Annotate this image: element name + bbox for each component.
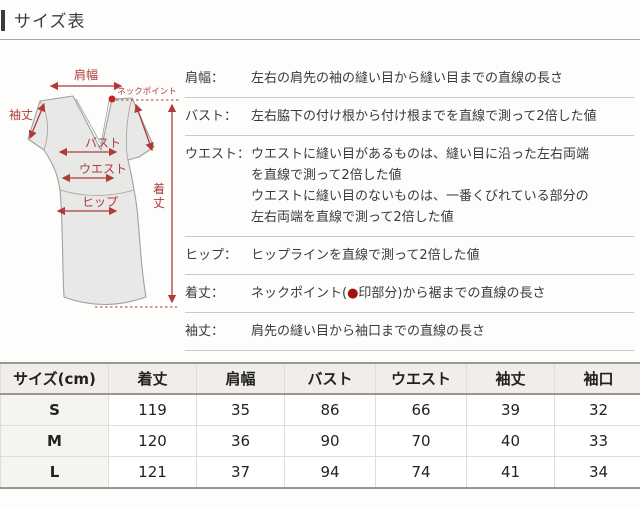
definition-term: ウエスト： — [185, 147, 251, 162]
size-value-cell: 36 — [196, 425, 285, 457]
size-table-header-cell: ウエスト — [375, 363, 467, 395]
size-row-m: M 120 36 90 70 40 33 — [0, 425, 640, 457]
size-value-cell: 74 — [375, 456, 467, 488]
size-value-cell: 41 — [466, 456, 555, 488]
right-sleeve-seam — [125, 97, 133, 161]
waist-seam — [59, 189, 135, 196]
dress-measurement-diagram: 肩幅 ネックポイント 袖丈 バスト ウエスト ヒップ 着 丈 — [0, 40, 185, 360]
size-label-cell: M — [0, 425, 109, 457]
size-value-cell: 94 — [284, 456, 376, 488]
size-row-l: L 121 37 94 74 41 34 — [0, 456, 640, 488]
size-value-cell: 121 — [108, 456, 197, 488]
definition-description: ヒップラインを直線で測って2倍した値 — [251, 248, 480, 263]
size-value-cell: 40 — [466, 425, 555, 457]
measurement-definitions: 肩幅： 左右の肩先の袖の縫い目から縫い目までの直線の長さ バスト： 左右脇下の付… — [185, 40, 640, 360]
size-row-s: S 119 35 86 66 39 32 — [0, 394, 640, 426]
definition-term: バスト： — [185, 109, 238, 124]
definition-bust: バスト： 左右脇下の付け根から付け根までを直線で測って2倍した値 — [185, 98, 634, 136]
sleeve-length-label: 袖丈 — [9, 107, 33, 122]
size-table-header-cell: 袖口 — [554, 363, 640, 395]
red-dot-mark: ● — [347, 286, 359, 301]
size-value-cell: 34 — [554, 456, 640, 488]
main-content: 肩幅 ネックポイント 袖丈 バスト ウエスト ヒップ 着 丈 肩幅： 左右の肩先… — [0, 40, 640, 360]
size-value-cell: 90 — [284, 425, 376, 457]
definition-hip: ヒップ： ヒップラインを直線で測って2倍した値 — [185, 237, 634, 275]
size-value-cell: 119 — [108, 394, 197, 426]
size-table-header-cell: サイズ(cm) — [0, 363, 109, 395]
size-table-header-row: サイズ(cm) 着丈 肩幅 バスト ウエスト 袖丈 袖口 — [0, 363, 640, 395]
size-table-header-cell: 着丈 — [108, 363, 197, 395]
waist-label: ウエスト — [79, 162, 127, 176]
neck-point-dot — [108, 95, 116, 103]
definition-description: ネックポイント(●印部分)から裾までの直線の長さ — [251, 283, 634, 304]
definition-description: 左右脇下の付け根から付け根までを直線で測って2倍した値 — [251, 109, 597, 124]
size-value-cell: 120 — [108, 425, 197, 457]
neck-point-label: ネックポイント — [117, 87, 177, 97]
definition-shoulder-width: 肩幅： 左右の肩先の袖の縫い目から縫い目までの直線の長さ — [185, 60, 634, 98]
title-accent-bar — [1, 10, 5, 31]
size-value-cell: 66 — [375, 394, 467, 426]
hip-label: ヒップ — [82, 195, 118, 209]
definition-term: ヒップ： — [185, 248, 238, 263]
definition-description-line: 左右両端を直線で測って2倍した値 — [251, 210, 454, 225]
size-value-cell: 70 — [375, 425, 467, 457]
sleeve-length-arrow-left — [28, 102, 46, 140]
size-value-cell: 37 — [196, 456, 285, 488]
definition-term: 袖丈： — [185, 324, 225, 339]
dress-diagram-svg: 肩幅 ネックポイント 袖丈 バスト ウエスト ヒップ 着 丈 — [9, 67, 179, 308]
definition-term: 肩幅： — [185, 71, 225, 86]
definition-description-text: ネックポイント( — [251, 286, 348, 301]
bust-label: バスト — [85, 136, 121, 150]
size-label-cell: L — [0, 456, 109, 488]
definition-description-line: ウエストに縫い目があるものは、縫い目に沿った左右両端 — [251, 147, 590, 162]
definition-description-text: 印部分)から裾までの直線の長さ — [358, 286, 546, 301]
sleeve-length-arrow-right — [134, 103, 154, 152]
garment-length-label-char2: 丈 — [153, 196, 165, 210]
definition-description: 左右の肩先の袖の縫い目から縫い目までの直線の長さ — [251, 71, 564, 86]
definition-waist: ウエスト： ウエストに縫い目があるものは、縫い目に沿った左右両端 を直線で測って… — [185, 136, 634, 237]
section-header: サイズ表 — [0, 0, 640, 40]
size-value-cell: 33 — [554, 425, 640, 457]
size-table-header-cell: 肩幅 — [196, 363, 285, 395]
definition-description-line: を直線で測って2倍した値 — [251, 168, 402, 183]
garment-length-label-char1: 着 — [153, 181, 165, 196]
definition-description-line: ウエストに縫い目のないものは、一番くびれている部分の — [251, 189, 589, 204]
size-label-cell: S — [0, 394, 109, 426]
size-value-cell: 32 — [554, 394, 640, 426]
inner-neckline — [75, 98, 110, 146]
size-table: サイズ(cm) 着丈 肩幅 バスト ウエスト 袖丈 袖口 S 119 35 86… — [0, 362, 640, 489]
definition-garment-length: 着丈： ネックポイント(●印部分)から裾までの直線の長さ — [185, 275, 634, 313]
size-value-cell: 39 — [466, 394, 555, 426]
size-value-cell: 35 — [196, 394, 285, 426]
definition-description: 肩先の縫い目から袖口までの直線の長さ — [251, 324, 486, 339]
shoulder-width-label: 肩幅 — [74, 67, 98, 82]
definition-sleeve-length: 袖丈： 肩先の縫い目から袖口までの直線の長さ — [185, 313, 634, 351]
page-title: サイズ表 — [14, 12, 86, 32]
size-table-header-cell: バスト — [284, 363, 376, 395]
definition-description: ウエストに縫い目があるものは、縫い目に沿った左右両端 を直線で測って2倍した値 … — [251, 144, 634, 228]
size-value-cell: 86 — [284, 394, 376, 426]
definition-term: 着丈： — [185, 286, 225, 301]
size-table-header-cell: 袖丈 — [466, 363, 555, 395]
